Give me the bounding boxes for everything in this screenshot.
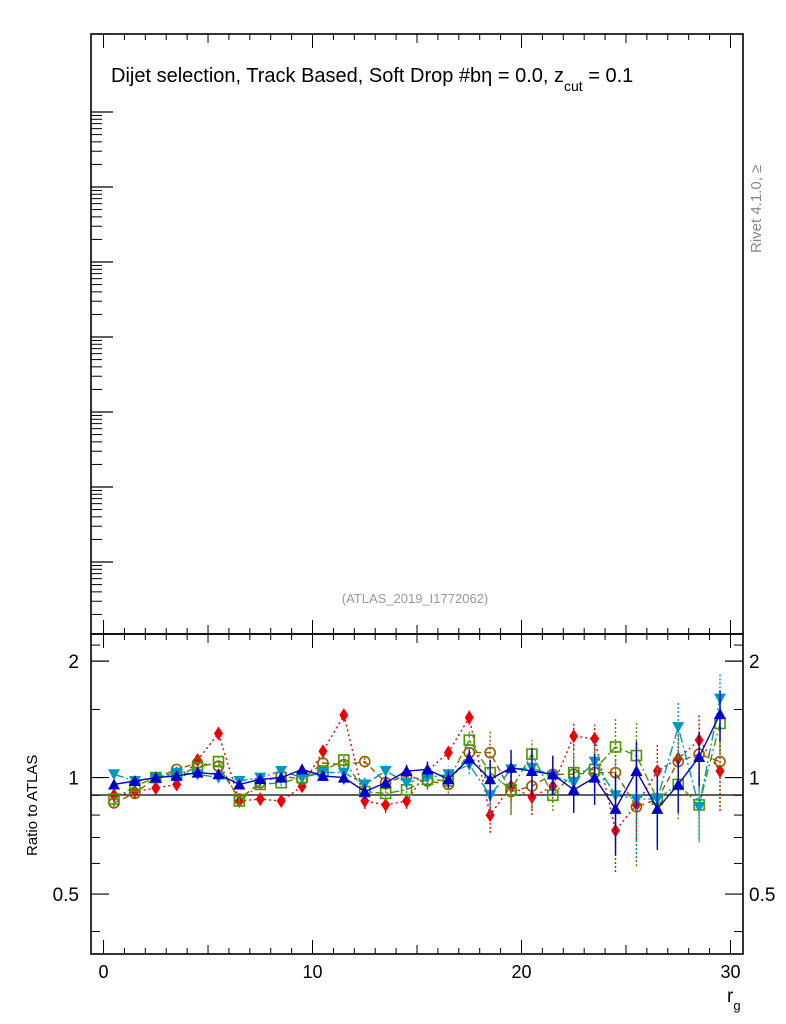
data-point [652, 763, 662, 778]
main-panel-frame [90, 33, 744, 635]
series-red-diamond [109, 708, 725, 873]
data-point [463, 734, 476, 746]
data-point [443, 745, 453, 760]
y-tick-label-right: 1 [749, 769, 760, 790]
data-point [233, 795, 246, 807]
y-tick-label: 1 [68, 769, 79, 790]
data-point [108, 793, 120, 805]
plot-title-tail: = 0.1 [583, 65, 634, 87]
data-point [567, 783, 580, 795]
x-tick-label: 0 [99, 962, 109, 982]
data-point [316, 769, 329, 781]
data-point [672, 778, 685, 790]
data-point [360, 793, 370, 808]
x-axis-label-subscript: g [733, 998, 740, 1013]
ratio-panel-frame [90, 633, 744, 955]
series-layer [107, 673, 727, 873]
data-point [107, 778, 120, 790]
y-tick-label-right: 0.5 [749, 885, 775, 906]
data-point [172, 777, 182, 792]
data-point [339, 708, 349, 723]
y-tick-label-right: 2 [749, 652, 760, 673]
data-point [296, 772, 309, 784]
data-point [588, 771, 601, 783]
data-point [525, 764, 538, 776]
data-point [358, 755, 371, 768]
y-tick-label: 0.5 [53, 885, 79, 906]
data-point [569, 729, 579, 744]
data-point [128, 774, 141, 786]
data-point [379, 765, 392, 777]
series-line [113, 713, 721, 811]
data-point [337, 771, 350, 783]
data-point [107, 769, 120, 781]
data-point [715, 763, 725, 778]
x-tick-label: 20 [511, 962, 531, 982]
data-point [609, 802, 622, 814]
plot-title: Dijet selection, Track Based, Soft Drop … [111, 65, 633, 94]
series-cyan-downtriangle [107, 673, 727, 858]
x-tick-label: 10 [302, 962, 322, 982]
data-point [296, 763, 309, 775]
data-point [651, 802, 664, 814]
data-point [609, 741, 622, 753]
data-point [170, 769, 183, 781]
data-point [255, 792, 265, 807]
data-point [212, 768, 225, 780]
data-point [254, 773, 267, 785]
data-point [151, 780, 161, 795]
main-left-ticks [91, 111, 113, 615]
data-point [276, 793, 286, 808]
data-point [191, 766, 204, 778]
series-blue-triangle [107, 690, 727, 856]
x-tick-label: 30 [720, 962, 740, 982]
data-point [672, 722, 685, 734]
rivet-version-label: Rivet 4.1.0, ≥ [748, 165, 765, 253]
y-tick-label: 2 [68, 652, 79, 673]
data-point [400, 764, 413, 776]
ratio-axis-ticks: 0 10 20 30 0.5 0.5 1 1 2 2 [53, 34, 775, 982]
data-point [464, 710, 474, 725]
data-point [463, 752, 476, 764]
data-point [381, 797, 391, 812]
data-point [693, 801, 706, 813]
plot-title-subscript: cut [564, 78, 583, 94]
series-line [113, 751, 721, 808]
data-point [233, 778, 246, 790]
data-point [442, 773, 455, 785]
data-point [213, 726, 223, 741]
series-line [113, 723, 721, 807]
data-point [338, 754, 350, 766]
ratio-y-axis-label: Ratio to ATLAS [24, 755, 41, 856]
analysis-label: (ATLAS_2019_I1772062) [342, 591, 488, 606]
plot-title-main: Dijet selection, Track Based, Soft Drop … [111, 65, 564, 87]
data-point [149, 771, 162, 783]
data-point [421, 772, 434, 784]
data-point [714, 707, 727, 719]
data-point [358, 785, 371, 797]
data-point [379, 776, 392, 788]
data-point [402, 793, 412, 808]
data-point [275, 771, 288, 783]
data-point [275, 765, 288, 777]
data-point [505, 761, 518, 773]
data-point [693, 751, 706, 763]
data-point [400, 777, 413, 789]
data-point [630, 764, 643, 776]
data-point [484, 773, 497, 785]
data-point [590, 731, 600, 746]
data-point [546, 768, 559, 780]
data-point [714, 755, 726, 768]
data-point [421, 763, 434, 775]
data-point [318, 744, 328, 759]
x-axis-label-main: r [727, 986, 734, 1007]
data-point [212, 755, 225, 768]
x-axis-label: rg [727, 986, 741, 1013]
